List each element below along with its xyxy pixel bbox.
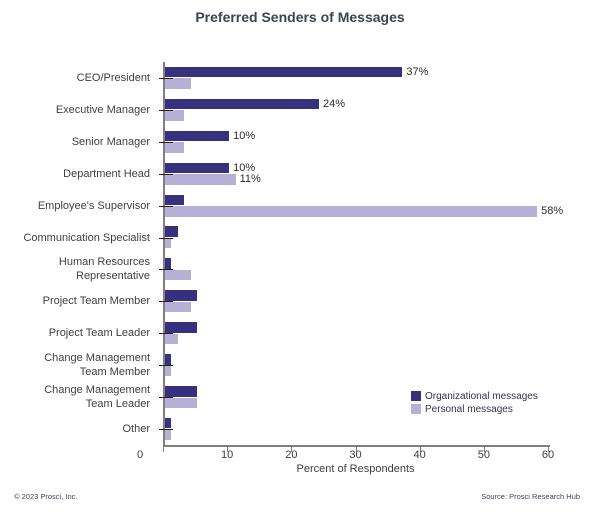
organizational-bar [165,354,172,365]
x-tick [419,447,421,452]
personal-bar [165,78,191,89]
legend-item-personal: Personal messages [411,403,538,415]
category-label: Other [122,423,150,436]
organizational-bar [165,417,172,429]
category-label: Senior Manager [71,135,150,148]
chart-title: Preferred Senders of Messages [195,9,405,25]
x-tick-label: 10 [221,449,234,461]
category-label: Project Team Leader [48,327,150,340]
personal-bar [165,365,172,377]
y-tick [159,429,173,431]
x-tick-label: 60 [541,449,555,461]
plot-area: 37% 24% 10% 10% 11% 58% [159,62,563,447]
y-tick [159,301,173,303]
category-label: Executive Manager [55,103,150,116]
x-tick [355,447,357,452]
y-tick [159,77,173,79]
bar-row [159,349,550,381]
category-label: Communication Specialist [23,231,150,244]
personal-bar [165,429,172,440]
organizational-bar [165,130,230,142]
personal-bar [165,397,198,409]
value-label: 10% [233,161,256,174]
bar-row [159,222,550,254]
organizational-bar [165,258,172,269]
value-label: 58% [541,205,564,218]
legend-label: Personal messages [425,403,513,415]
x-tick [483,447,485,452]
bar-row: 24% [159,94,550,126]
y-tick [159,333,173,335]
personal-bar [165,206,538,217]
organizational-bar [165,66,403,78]
bar-row [159,285,550,317]
bar-row: 37% [159,62,550,94]
personal-bar [165,110,185,121]
y-tick [159,141,173,143]
personal-bar [165,174,236,185]
personal-bar [165,142,185,153]
y-tick [159,397,173,399]
personal-bar [165,269,191,281]
category-label: Change Management Team Leader [44,384,150,411]
category-label: Change Management Team Member [44,352,150,379]
copyright-text: © 2023 Prosci, Inc. [14,492,78,501]
x-tick [548,447,549,452]
category-label: Project Team Member [42,295,150,308]
organizational-bar [165,98,319,110]
category-label: Department Head [63,167,150,180]
organizational-bar [165,194,185,206]
value-label: 37% [406,66,429,79]
x-tick [163,447,164,452]
bar-row [159,413,550,445]
y-tick [159,237,173,239]
y-tick [159,365,173,367]
organizational-bar [165,226,178,237]
category-label: Employee's Supervisor [37,199,150,212]
x-tick-label: 30 [349,449,362,461]
value-label: 11% [239,173,261,186]
value-label: 10% [233,129,256,142]
organizational-bar [165,290,198,301]
y-tick [159,109,173,111]
personal-bar [165,237,172,249]
y-tick [159,205,173,207]
category-label: Human Resources Representative [58,256,150,283]
x-tick-label: 0 [136,449,144,461]
x-axis-title: Percent of Respondents [296,463,415,475]
bar-row [159,381,550,413]
organizational-bar [165,162,230,174]
y-tick [159,269,173,271]
legend-swatch-icon [411,404,421,414]
organizational-bar [165,322,198,333]
bar-row [159,254,550,286]
bar-row: 58% [159,190,563,222]
x-tick [227,447,229,452]
legend-swatch-icon [411,391,421,401]
source-text: Source: Prosci Research Hub [481,492,580,501]
x-tick [291,447,293,452]
x-tick-label: 20 [285,449,298,461]
bar-row [159,317,550,349]
bar-row: 10% [159,126,550,158]
x-tick-label: 40 [413,449,426,461]
category-label: CEO/President [76,71,150,84]
legend-item-organizational: Organizational messages [411,390,538,402]
value-label: 24% [323,98,346,111]
legend-label: Organizational messages [425,390,538,402]
y-tick [159,173,173,175]
personal-bar [165,301,191,313]
bar-row: 10% 11% [159,158,550,190]
organizational-bar [165,386,198,397]
personal-bar [165,333,178,345]
x-tick-label: 50 [477,449,490,461]
legend: Organizational messages Personal messages [411,390,538,416]
category-axis: CEO/President Executive Manager Senior Man… [0,62,157,445]
